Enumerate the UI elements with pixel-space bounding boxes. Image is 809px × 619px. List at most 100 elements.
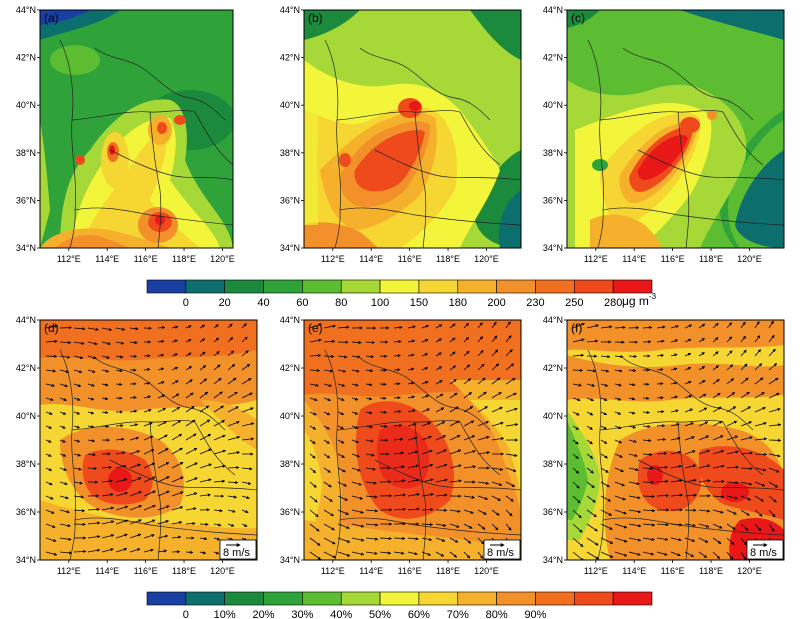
panel-b: (b) — [303, 9, 522, 249]
colorbar-swatch — [224, 279, 264, 294]
wind-vector — [477, 451, 491, 455]
wind-vector — [572, 338, 585, 343]
wind-vector — [157, 381, 165, 385]
wind-vector — [768, 509, 776, 518]
wind-vector — [393, 551, 405, 555]
wind-vector — [628, 481, 640, 486]
wind-vector — [393, 451, 405, 455]
wind-vector — [351, 383, 359, 387]
colorbar-swatch — [612, 591, 653, 606]
wind-vector — [185, 392, 194, 399]
wind-vector — [241, 350, 249, 357]
wind-vector — [477, 322, 483, 329]
wind-vector — [740, 537, 748, 546]
wind-vector — [323, 439, 330, 444]
wind-vector — [600, 481, 610, 488]
wind-vector — [740, 363, 748, 371]
wind-vector — [421, 381, 429, 385]
wind-vector — [684, 464, 697, 469]
wind-vector — [628, 439, 637, 443]
wind-vector — [73, 453, 82, 457]
wind-vector — [323, 369, 334, 373]
wind-vector — [463, 523, 473, 529]
wind-vector — [628, 368, 637, 373]
lat-tick-label: 42°N — [543, 363, 563, 373]
wind-vector — [463, 420, 475, 427]
wind-vector — [656, 325, 666, 329]
wind-vector — [213, 509, 223, 513]
lat-tick-label: 38°N — [280, 148, 300, 158]
wind-vector — [115, 464, 127, 469]
wind-vector — [199, 391, 209, 399]
panel-e: (e) 8 m/s — [303, 319, 522, 561]
wind-vector — [351, 509, 364, 514]
wind-vector — [628, 467, 639, 472]
wind-vector — [393, 410, 402, 414]
wind-vector — [393, 437, 404, 441]
wind-vector — [463, 322, 470, 329]
wind-vector — [129, 548, 141, 553]
wind-vector — [309, 383, 319, 387]
panel-c-label: (c) — [571, 11, 585, 25]
wind-vector — [491, 481, 503, 486]
wind-vector — [199, 433, 212, 441]
wind-vector — [241, 467, 253, 471]
wind-vector — [628, 509, 642, 514]
wind-vector — [87, 327, 99, 331]
lat-tick-label: 40°N — [280, 100, 300, 110]
wind-vector — [463, 392, 473, 399]
wind-vector — [477, 551, 484, 559]
wind-vector — [213, 324, 219, 329]
lat-tick-label: 40°N — [543, 411, 563, 421]
wind-vector — [101, 369, 110, 373]
lon-tick-label: 120°E — [474, 254, 499, 264]
lat-tick-label: 38°N — [543, 148, 563, 158]
wind-vector — [435, 324, 443, 329]
colorbar-tick-label: 60% — [408, 609, 430, 619]
colorbar-tick-label: 30% — [291, 609, 313, 619]
wind-vector — [171, 520, 183, 525]
wind-vector — [740, 321, 746, 329]
wind-vector — [171, 433, 183, 441]
wind-vector — [309, 495, 318, 503]
wind-vector — [323, 551, 337, 559]
wind-vector — [463, 336, 470, 343]
lon-tick-label: 114°E — [359, 254, 383, 264]
lon-tick-label: 114°E — [359, 566, 383, 576]
wind-vector — [628, 397, 636, 401]
wind-vector — [572, 383, 582, 387]
wind-vector — [698, 479, 711, 483]
wind-vector — [572, 411, 580, 416]
wind-vector — [628, 453, 638, 457]
colorbar-swatch — [146, 591, 187, 606]
wind-vector — [59, 383, 69, 388]
wind-vector — [59, 369, 70, 374]
wind-vector — [323, 383, 333, 387]
wind-vector — [586, 509, 597, 518]
wind-vector — [712, 509, 724, 514]
wind-vector — [227, 421, 240, 427]
colorbar-tick-label: 250 — [565, 297, 583, 309]
wind-vector — [768, 523, 775, 532]
lat-tick-label: 42°N — [280, 363, 300, 373]
wind-vector — [435, 551, 445, 557]
wind-vector — [726, 420, 738, 427]
wind-vector — [393, 325, 403, 330]
wind-vector — [726, 450, 739, 455]
wind-vector — [241, 378, 252, 385]
wind-vector — [73, 549, 87, 554]
wind-vector — [59, 509, 70, 514]
wind-vector — [185, 406, 195, 413]
wind-vector — [656, 339, 665, 343]
wind-vector — [656, 368, 664, 372]
wind-vector — [393, 479, 406, 483]
wind-vector — [421, 367, 429, 371]
colorbar-tick-label: 0 — [183, 297, 189, 309]
wind-vector — [407, 537, 419, 541]
wind-vector — [213, 464, 226, 469]
wind-vector — [698, 393, 707, 399]
wind-vector — [614, 369, 623, 373]
panel-a-label: (a) — [44, 11, 59, 25]
wind-vector — [670, 523, 683, 527]
wind-vector — [337, 467, 346, 473]
